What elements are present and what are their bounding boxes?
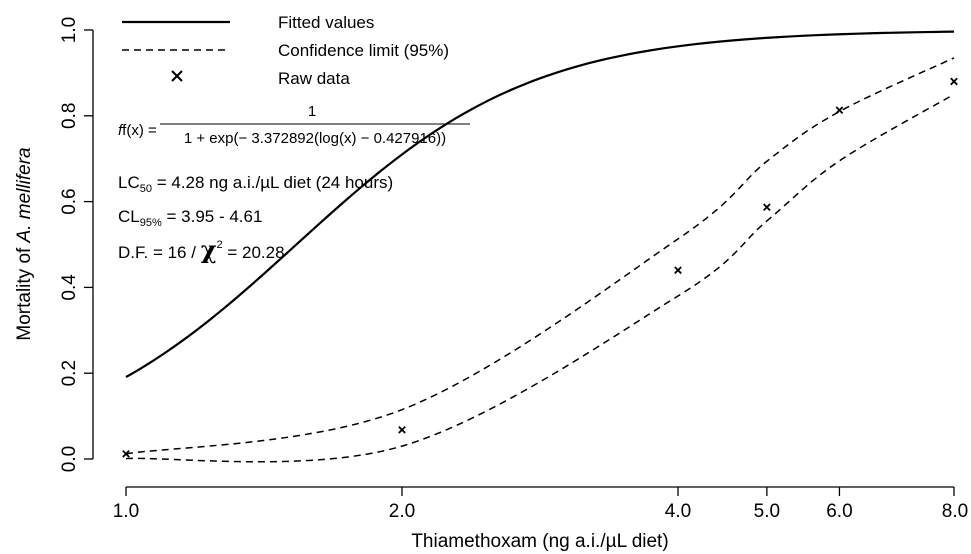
raw-data-point <box>398 425 406 434</box>
cl95-annotation: CL95% = 3.95 - 4.61 <box>118 207 262 229</box>
lc50-annotation: LC50 = 4.28 ng a.i./µL diet (24 hours) <box>118 173 393 195</box>
x-axis: 1.0 2.0 4.0 5.0 6.0 8.0 <box>113 486 968 522</box>
fitted-values-line <box>125 30 955 378</box>
y-axis: 0.0 0.2 0.4 0.6 0.8 1.0 <box>59 17 94 472</box>
x-tick-label: 6.0 <box>826 501 852 522</box>
y-tick-label: 0.0 <box>59 446 80 472</box>
x-tick-label: 1.0 <box>113 501 139 522</box>
y-tick-label: 1.0 <box>59 17 80 43</box>
df-chi-annotation: D.F. = 16 / χ2 = 20.28 <box>118 235 285 264</box>
x-tick-label: 2.0 <box>389 501 415 522</box>
y-tick-label: 0.2 <box>59 360 80 386</box>
y-axis-title-species: A. mellifera <box>14 147 35 243</box>
confidence-lower-line <box>125 93 955 463</box>
confidence-upper-line <box>125 57 955 455</box>
x-tick-label: 8.0 <box>942 501 968 522</box>
y-axis-title-prefix: Mortality of <box>14 242 35 340</box>
y-tick-label: 0.4 <box>59 274 80 301</box>
formula-fx: ff(x) = <box>118 122 157 139</box>
formula-denominator: 1 + exp(− 3.372892(log(x) − 0.427916)) <box>184 130 446 147</box>
legend-fitted-label: Fitted values <box>278 13 374 32</box>
x-tick-label: 4.0 <box>665 501 691 522</box>
y-tick-label: 0.6 <box>59 188 80 214</box>
legend-raw-marker <box>171 70 183 82</box>
raw-data-points <box>122 77 958 458</box>
raw-data-point <box>835 106 844 115</box>
y-axis-title: Mortality of A. mellifera <box>14 147 35 340</box>
raw-data-point <box>950 77 958 86</box>
series-layer <box>125 30 955 463</box>
x-axis-title: Thiamethoxam (ng a.i./µL diet) <box>411 531 668 552</box>
raw-data-point <box>122 450 130 458</box>
raw-data-point <box>763 203 771 212</box>
y-tick-label: 0.8 <box>59 103 80 129</box>
model-annotations: ff(x) = 1 1 + exp(− 3.372892(log(x) − 0.… <box>118 103 470 264</box>
x-tick-label: 5.0 <box>754 501 780 522</box>
formula-numerator: 1 <box>308 103 316 120</box>
legend-confidence-label: Confidence limit (95%) <box>278 41 449 60</box>
raw-data-point <box>674 266 682 275</box>
legend: Fitted values Confidence limit (95%) Raw… <box>122 13 449 88</box>
legend-raw-label: Raw data <box>278 69 350 88</box>
